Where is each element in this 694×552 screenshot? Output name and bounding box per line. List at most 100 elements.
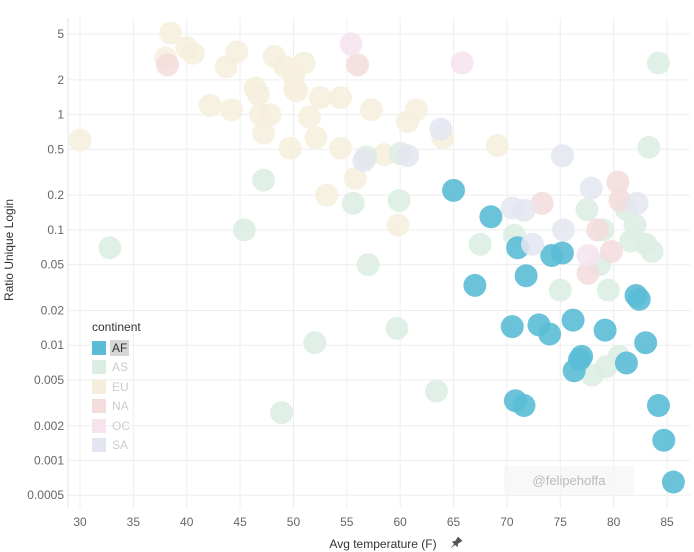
data-point-eu[interactable] bbox=[159, 21, 183, 45]
legend-swatch bbox=[92, 379, 106, 394]
legend-item-af[interactable]: AF bbox=[92, 338, 141, 358]
data-point-eu[interactable] bbox=[386, 213, 410, 237]
data-point-sa[interactable] bbox=[550, 144, 574, 168]
data-point-eu[interactable] bbox=[252, 121, 276, 145]
data-point-eu[interactable] bbox=[258, 103, 282, 127]
data-point-na[interactable] bbox=[345, 53, 369, 77]
data-point-af[interactable] bbox=[514, 264, 538, 288]
data-point-as[interactable] bbox=[424, 379, 448, 403]
data-point-eu[interactable] bbox=[198, 93, 222, 117]
legend-item-na[interactable]: NA bbox=[92, 397, 141, 417]
data-point-oc[interactable] bbox=[450, 51, 474, 75]
legend-item-sa[interactable]: SA bbox=[92, 436, 141, 456]
data-point-na[interactable] bbox=[530, 191, 554, 215]
data-point-as[interactable] bbox=[468, 232, 492, 256]
data-point-as[interactable] bbox=[270, 401, 294, 425]
legend-item-as[interactable]: AS bbox=[92, 358, 141, 378]
data-point-as[interactable] bbox=[387, 188, 411, 212]
legend-item-oc[interactable]: OC bbox=[92, 416, 141, 436]
data-point-eu[interactable] bbox=[343, 166, 367, 190]
data-point-as[interactable] bbox=[548, 278, 572, 302]
data-point-as[interactable] bbox=[575, 198, 599, 222]
data-point-sa[interactable] bbox=[512, 198, 536, 222]
data-point-af[interactable] bbox=[634, 331, 658, 355]
data-point-eu[interactable] bbox=[225, 40, 249, 64]
pin-icon[interactable] bbox=[448, 536, 464, 552]
data-point-as[interactable] bbox=[356, 253, 380, 277]
data-point-sa[interactable] bbox=[521, 232, 545, 256]
data-point-af[interactable] bbox=[661, 470, 685, 494]
x-tick-label: 65 bbox=[447, 515, 461, 529]
legend-title: continent bbox=[92, 320, 141, 334]
data-point-eu[interactable] bbox=[315, 183, 339, 207]
data-point-oc[interactable] bbox=[339, 32, 363, 56]
data-point-as[interactable] bbox=[596, 278, 620, 302]
data-point-af[interactable] bbox=[561, 308, 585, 332]
legend-label: SA bbox=[112, 438, 129, 453]
data-point-as[interactable] bbox=[341, 191, 365, 215]
data-point-af[interactable] bbox=[479, 205, 503, 229]
data-point-af[interactable] bbox=[646, 393, 670, 417]
data-point-sa[interactable] bbox=[396, 144, 420, 168]
data-point-na[interactable] bbox=[586, 218, 610, 242]
data-point-eu[interactable] bbox=[181, 41, 205, 65]
data-point-eu[interactable] bbox=[68, 128, 92, 152]
data-point-na[interactable] bbox=[576, 261, 600, 285]
data-point-af[interactable] bbox=[593, 318, 617, 342]
data-point-af[interactable] bbox=[627, 287, 651, 311]
data-point-eu[interactable] bbox=[396, 110, 420, 134]
x-tick-label: 55 bbox=[340, 515, 354, 529]
data-point-af[interactable] bbox=[463, 273, 487, 297]
data-point-eu[interactable] bbox=[328, 136, 352, 160]
data-point-eu[interactable] bbox=[359, 98, 383, 122]
data-point-sa[interactable] bbox=[551, 218, 575, 242]
data-point-eu[interactable] bbox=[246, 82, 270, 106]
x-tick-label: 50 bbox=[287, 515, 301, 529]
data-point-af[interactable] bbox=[442, 178, 466, 202]
data-point-na[interactable] bbox=[608, 188, 632, 212]
data-point-as[interactable] bbox=[385, 316, 409, 340]
x-tick-label: 40 bbox=[180, 515, 194, 529]
data-point-eu[interactable] bbox=[285, 79, 309, 103]
data-point-eu[interactable] bbox=[308, 86, 332, 110]
data-point-af[interactable] bbox=[570, 344, 594, 368]
data-point-eu[interactable] bbox=[278, 136, 302, 160]
data-point-na[interactable] bbox=[156, 53, 180, 77]
legend-label: AS bbox=[112, 360, 129, 375]
data-point-eu[interactable] bbox=[485, 133, 509, 157]
data-point-af[interactable] bbox=[512, 393, 536, 417]
legend-swatch bbox=[92, 360, 106, 375]
data-point-oc[interactable] bbox=[576, 243, 600, 267]
data-point-sa[interactable] bbox=[625, 191, 649, 215]
data-point-eu[interactable] bbox=[292, 51, 316, 75]
data-point-eu[interactable] bbox=[304, 126, 328, 150]
legend-swatch bbox=[92, 438, 106, 453]
data-point-af[interactable] bbox=[538, 322, 562, 346]
data-point-eu[interactable] bbox=[328, 86, 352, 110]
x-tick-label: 75 bbox=[554, 515, 568, 529]
data-point-as[interactable] bbox=[640, 239, 664, 263]
data-point-af[interactable] bbox=[652, 428, 676, 452]
legend-item-eu[interactable]: EU bbox=[92, 377, 141, 397]
x-tick-label: 60 bbox=[394, 515, 408, 529]
x-axis-title: Avg temperature (F) bbox=[329, 537, 436, 551]
data-point-as[interactable] bbox=[623, 213, 647, 237]
data-point-sa[interactable] bbox=[579, 176, 603, 200]
data-point-af[interactable] bbox=[500, 315, 524, 339]
data-point-na[interactable] bbox=[606, 170, 630, 194]
data-point-af[interactable] bbox=[614, 351, 638, 375]
data-point-as[interactable] bbox=[98, 236, 122, 260]
data-point-af[interactable] bbox=[550, 241, 574, 265]
data-point-na[interactable] bbox=[600, 239, 624, 263]
data-point-as[interactable] bbox=[646, 51, 670, 75]
data-point-as[interactable] bbox=[637, 135, 661, 159]
data-points bbox=[68, 21, 685, 494]
data-point-as[interactable] bbox=[303, 331, 327, 355]
x-tick-label: 70 bbox=[500, 515, 514, 529]
data-point-as[interactable] bbox=[232, 218, 256, 242]
data-point-sa[interactable] bbox=[429, 117, 453, 141]
data-point-as[interactable] bbox=[252, 168, 276, 192]
data-point-eu[interactable] bbox=[220, 98, 244, 122]
data-point-sa[interactable] bbox=[352, 148, 376, 172]
data-point-eu[interactable] bbox=[297, 105, 321, 129]
